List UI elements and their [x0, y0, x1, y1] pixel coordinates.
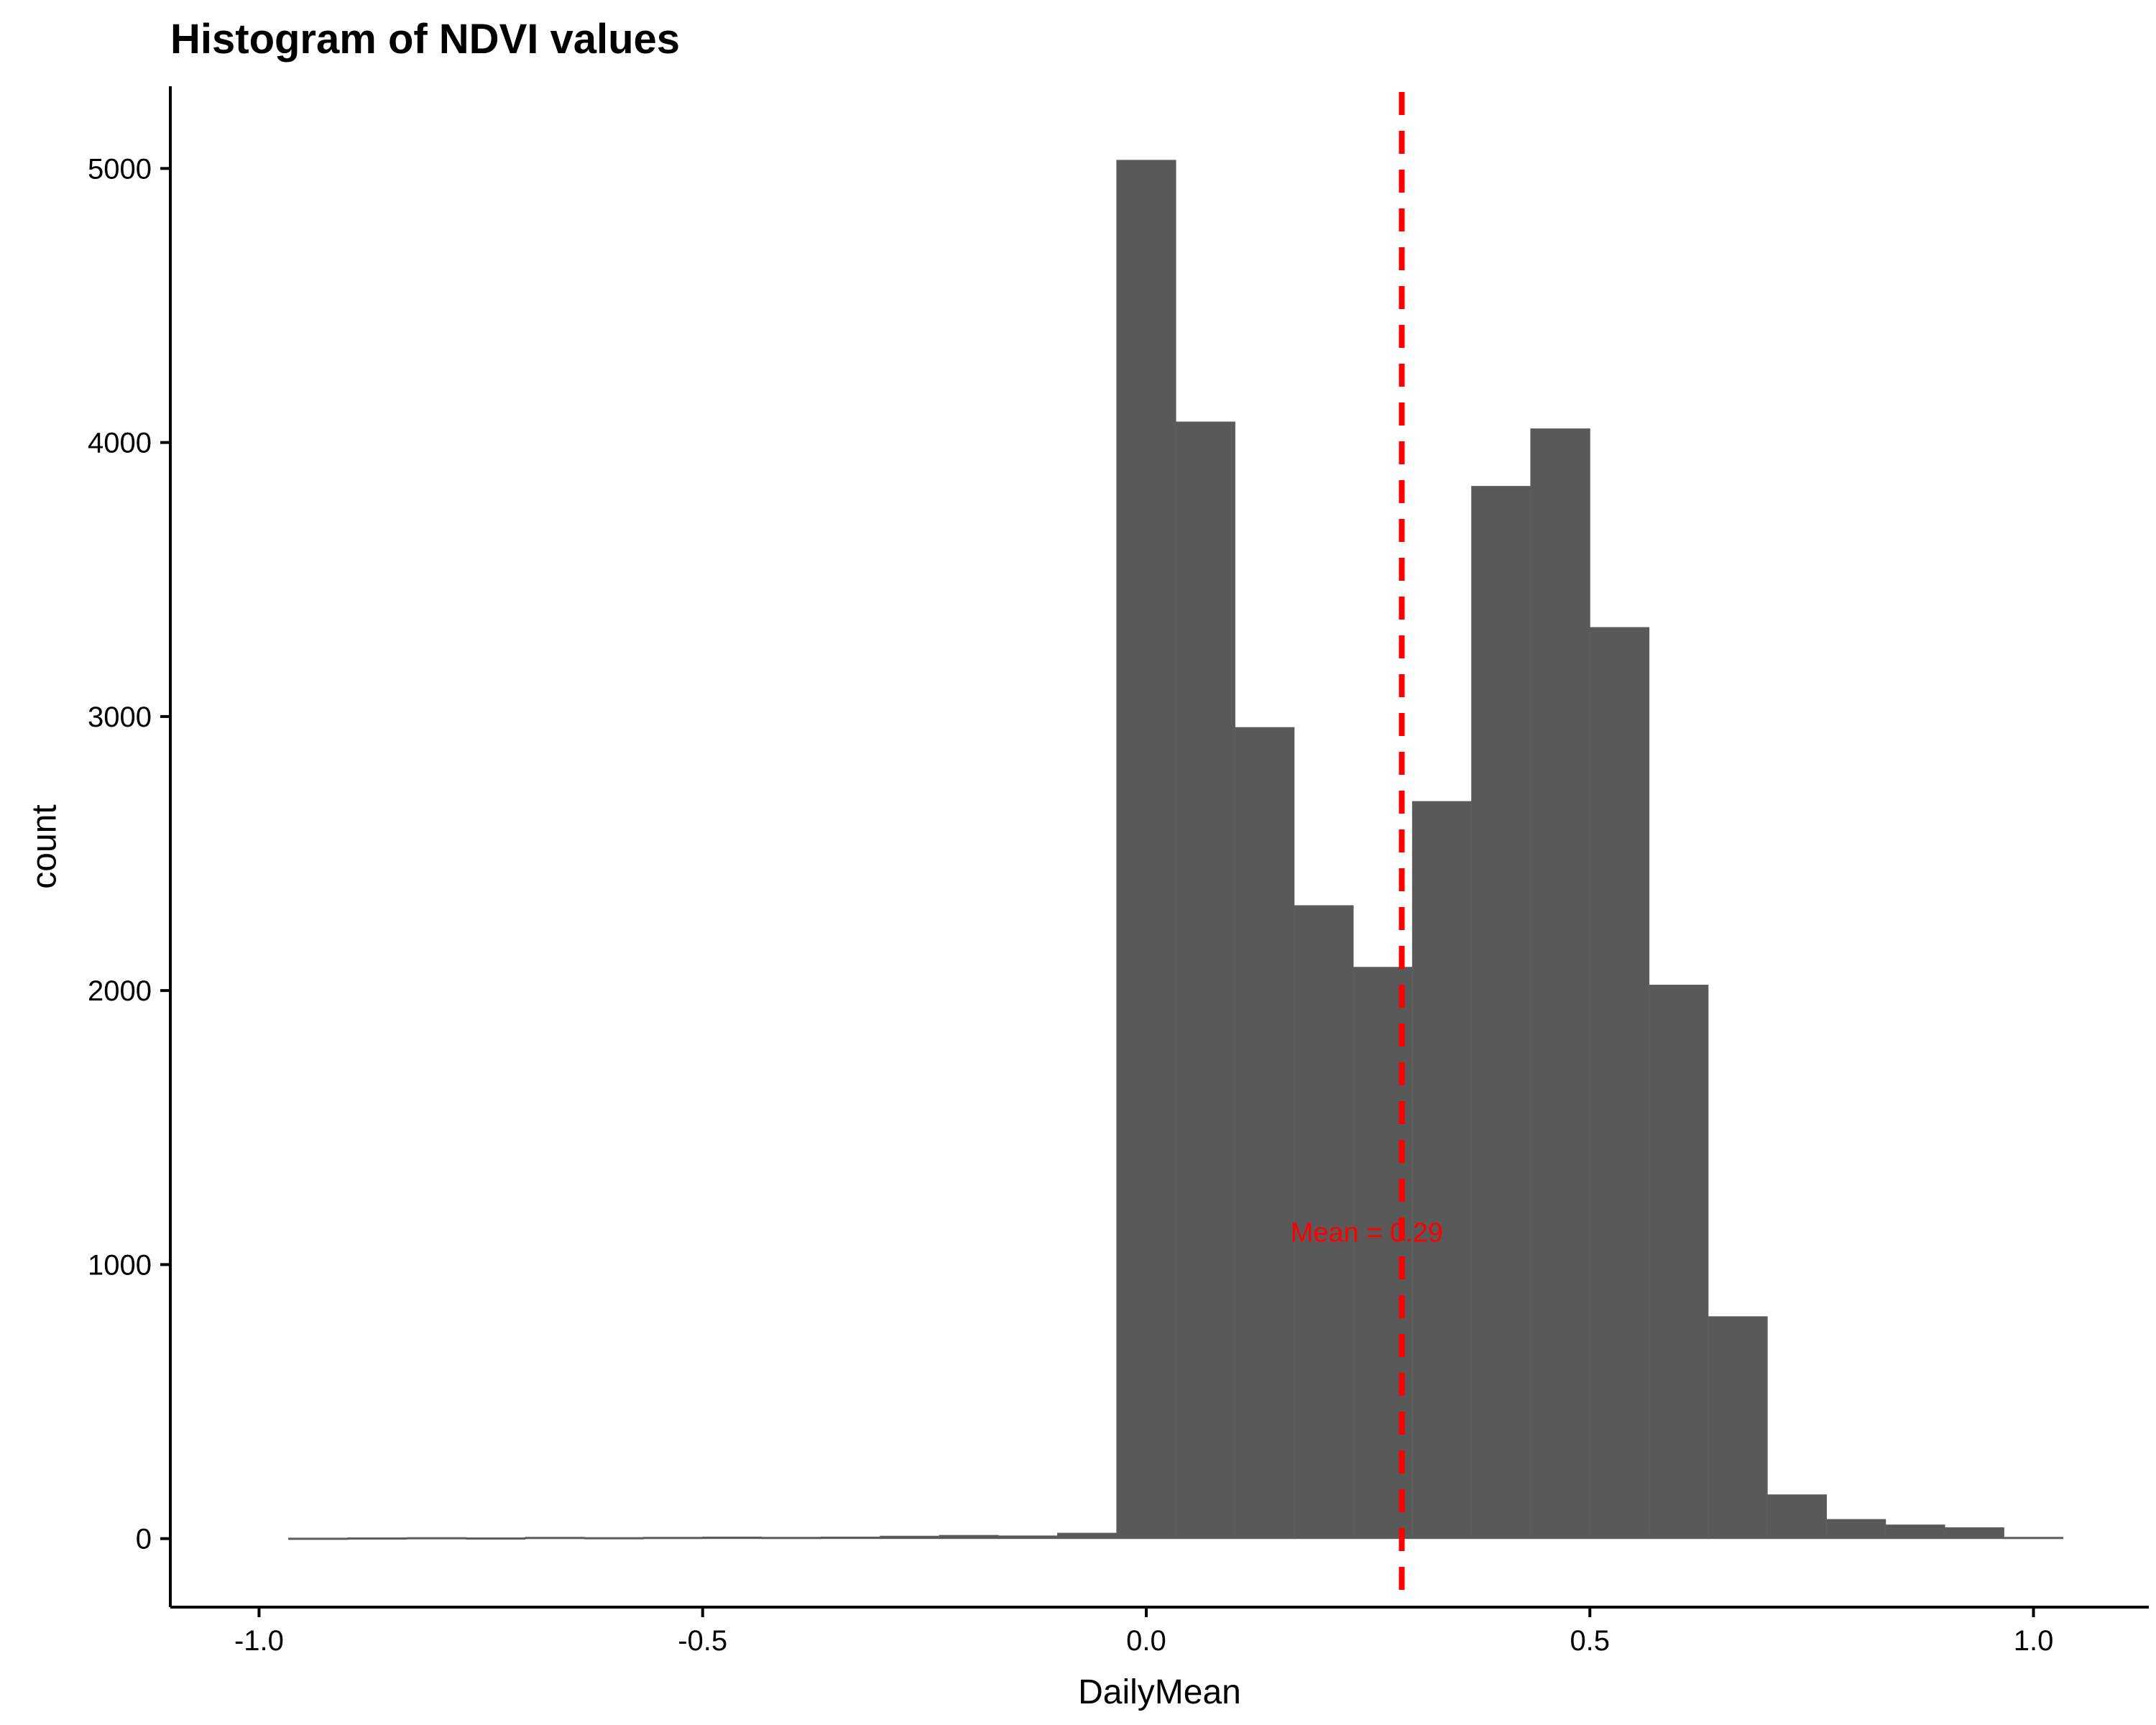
chart-title: Histogram of NDVI values: [170, 16, 680, 63]
histogram-bar: [1530, 428, 1590, 1540]
mean-annotation: Mean = 0.29: [1291, 1218, 1443, 1248]
x-tick-label: -1.0: [234, 1625, 284, 1657]
y-tick-label: 2000: [88, 975, 152, 1007]
histogram-bar: [1234, 727, 1295, 1540]
histogram-bar: [998, 1535, 1059, 1540]
y-tick-label: 4000: [88, 428, 152, 459]
y-tick-label: 0: [136, 1524, 152, 1555]
histogram-bar: [406, 1537, 466, 1540]
histogram-bar: [1825, 1519, 1886, 1540]
x-tick-label: 0.0: [1126, 1625, 1166, 1657]
histogram-bar: [1589, 627, 1650, 1540]
histogram-bar: [1944, 1527, 2004, 1540]
bars-group: [288, 160, 2064, 1540]
y-axis-title: count: [26, 804, 64, 888]
histogram-bar: [2003, 1537, 2064, 1540]
histogram-bar: [820, 1536, 881, 1540]
histogram-bar: [1885, 1524, 1945, 1540]
histogram-bar: [761, 1537, 821, 1540]
histogram-bar: [880, 1535, 940, 1540]
x-ticks-group: -1.0 -0.5 0.0 0.5 1.0: [234, 1607, 2053, 1657]
histogram-bar: [1708, 1316, 1768, 1540]
y-ticks-group: 0 1000 2000 3000 4000 5000: [88, 153, 170, 1555]
histogram-bar: [642, 1537, 704, 1540]
histogram-bar: [465, 1537, 526, 1540]
histogram-bar: [525, 1537, 585, 1540]
histogram-bar: [288, 1537, 349, 1540]
y-tick-label: 5000: [88, 153, 152, 185]
histogram-bar: [1649, 985, 1709, 1540]
histogram-bar: [347, 1537, 407, 1540]
histogram-bar: [1766, 1494, 1827, 1540]
histogram-bar: [1175, 421, 1235, 1540]
histogram-bar: [1411, 801, 1473, 1540]
histogram-bar: [1057, 1532, 1118, 1540]
y-tick-label: 3000: [88, 702, 152, 733]
y-tick-label: 1000: [88, 1249, 152, 1281]
histogram-bar: [1294, 905, 1354, 1540]
histogram-bar: [584, 1537, 644, 1540]
x-tick-label: 1.0: [2014, 1625, 2054, 1657]
x-axis-title: DailyMean: [1078, 1673, 1241, 1711]
x-tick-label: 0.5: [1570, 1625, 1610, 1657]
mean-line-group: Mean = 0.29: [1291, 92, 1443, 1607]
x-tick-label: -0.5: [678, 1625, 727, 1657]
histogram-bar: [702, 1536, 763, 1540]
histogram-bar: [939, 1535, 999, 1540]
histogram-bar: [1116, 160, 1176, 1540]
histogram-bar: [1471, 486, 1531, 1540]
